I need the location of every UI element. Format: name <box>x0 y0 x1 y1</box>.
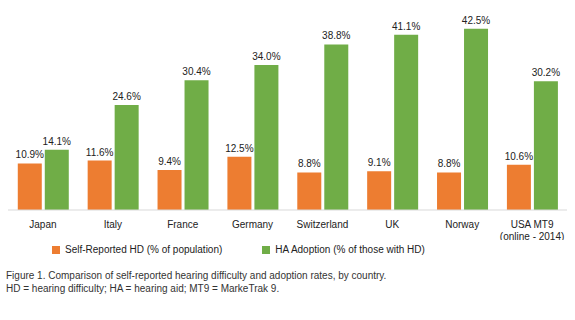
svg-text:41.1%: 41.1% <box>392 21 420 32</box>
svg-text:Germany: Germany <box>232 219 273 230</box>
svg-text:USA MT9: USA MT9 <box>511 219 554 230</box>
svg-text:(online - 2014): (online - 2014) <box>500 231 564 240</box>
svg-text:42.5%: 42.5% <box>462 15 490 26</box>
svg-text:8.8%: 8.8% <box>438 158 461 169</box>
svg-text:Norway: Norway <box>445 219 479 230</box>
svg-text:34.0%: 34.0% <box>252 51 280 62</box>
html-text:HD = hearing difficulty; HA =: HD = hearing difficulty; HA = hearing ai… <box>6 283 280 294</box>
svg-text:10.9%: 10.9% <box>16 149 44 160</box>
svg-text:Italy: Italy <box>104 219 122 230</box>
html-text:HA Adoption (% of those with H: HA Adoption (% of those with HD) <box>275 244 425 255</box>
svg-text:8.8%: 8.8% <box>298 158 321 169</box>
svg-text:30.2%: 30.2% <box>532 67 560 78</box>
svg-text:38.8%: 38.8% <box>322 30 350 41</box>
svg-text:11.6%: 11.6% <box>86 147 114 158</box>
svg-text:9.4%: 9.4% <box>158 156 181 167</box>
svg-text:Switzerland: Switzerland <box>297 219 349 230</box>
svg-text:30.4%: 30.4% <box>182 66 210 77</box>
svg-text:Japan: Japan <box>29 219 56 230</box>
svg-text:14.1%: 14.1% <box>43 136 71 147</box>
svg-text:10.6%: 10.6% <box>505 151 533 162</box>
html-text:Figure 1. Comparison of self-r: Figure 1. Comparison of self-reported he… <box>6 270 387 281</box>
svg-text:UK: UK <box>385 219 399 230</box>
svg-text:France: France <box>167 219 199 230</box>
html-text:Self-Reported HD (% of populat: Self-Reported HD (% of population) <box>65 244 223 255</box>
svg-text:12.5%: 12.5% <box>225 143 253 154</box>
svg-text:24.6%: 24.6% <box>112 91 140 102</box>
svg-text:9.1%: 9.1% <box>368 157 391 168</box>
